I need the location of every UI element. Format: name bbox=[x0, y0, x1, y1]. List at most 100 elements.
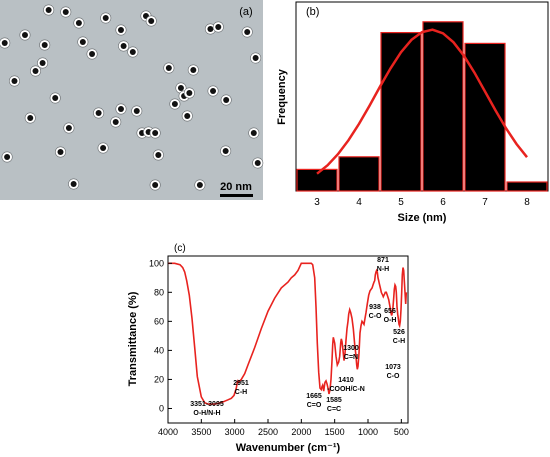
nanoparticle bbox=[117, 27, 124, 33]
gaussian-fit-curve bbox=[316, 28, 528, 175]
scale-bar-label: 20 nm bbox=[220, 181, 252, 193]
ftir-peak-annotation-line: C=C bbox=[327, 406, 341, 413]
ftir-peak-annotation: 1665 C=O bbox=[306, 393, 322, 409]
ftir-peak-annotation-line: 3351-3095 bbox=[190, 401, 224, 408]
nanoparticle bbox=[215, 24, 222, 30]
ftir-peak-annotation: 3351-3095 O-H/N-H bbox=[190, 401, 224, 417]
nanoparticle bbox=[52, 95, 59, 101]
ftir-peak-annotation: 1585 C=C bbox=[326, 397, 342, 413]
ftir-x-tick-label: 2500 bbox=[258, 427, 278, 437]
nanoparticle bbox=[152, 182, 159, 188]
tem-particles bbox=[0, 4, 264, 191]
ftir-y-tick-label: 20 bbox=[154, 374, 164, 384]
ftir-x-axis-label: Wavenumber (cm⁻¹) bbox=[236, 442, 341, 454]
ftir-peak-annotation-line: C-O bbox=[369, 313, 382, 320]
histogram-bars bbox=[296, 21, 548, 192]
ftir-peak-annotation-line: 1300 bbox=[343, 345, 359, 352]
ftir-peak-annotation-line: -COOH/C-N bbox=[327, 386, 365, 393]
ftir-x-ticks: 4000 3500 3000 2500 2000 1500 1000 500 bbox=[158, 419, 409, 437]
panel-a: (a) 20 nm bbox=[0, 0, 264, 200]
ftir-peak-annotation-line: 656 bbox=[384, 308, 396, 315]
nanoparticle bbox=[27, 115, 34, 121]
nanoparticle bbox=[41, 42, 48, 48]
nanoparticle bbox=[254, 160, 261, 166]
nanoparticle bbox=[222, 148, 229, 154]
histogram-x-tick-label: 4 bbox=[356, 197, 362, 208]
nanoparticle bbox=[95, 110, 102, 116]
ftir-x-tick-label: 2000 bbox=[291, 427, 311, 437]
histogram-y-axis-label: Frequency bbox=[276, 68, 288, 125]
ftir-peak-annotation-line: N-H bbox=[377, 266, 389, 273]
nanoparticle bbox=[120, 43, 127, 49]
histogram-bar bbox=[506, 181, 548, 192]
nanoparticle bbox=[45, 7, 52, 13]
nanoparticle bbox=[165, 65, 172, 71]
nanoparticle bbox=[112, 119, 119, 125]
histogram-x-tick-label: 3 bbox=[314, 197, 320, 208]
ftir-y-tick-label: 80 bbox=[154, 287, 164, 297]
nanoparticle bbox=[171, 101, 178, 107]
nanoparticle bbox=[177, 85, 184, 91]
ftir-peak-annotations: 3351-3095 O-H/N-H 2951 C-H 1665 C=O 1585 C=C 141… bbox=[190, 257, 405, 417]
ftir-y-axis-label: Transmittance (%) bbox=[127, 291, 139, 386]
panel-c-label: (c) bbox=[174, 243, 186, 254]
ftir-peak-annotation: 1300 C=N bbox=[343, 345, 359, 361]
ftir-x-tick-label: 3500 bbox=[191, 427, 211, 437]
histogram-x-tick-label: 5 bbox=[398, 197, 404, 208]
ftir-peak-annotation: 871 N-H bbox=[377, 257, 389, 273]
nanoparticle bbox=[70, 181, 77, 187]
histogram-bar bbox=[380, 31, 422, 192]
ftir-x-tick-label: 500 bbox=[394, 427, 409, 437]
nanoparticle bbox=[62, 9, 69, 15]
nanoparticle bbox=[190, 67, 197, 73]
ftir-peak-annotation-line: 1073 bbox=[385, 364, 401, 371]
ftir-peak-annotation: 1073 C-O bbox=[385, 364, 401, 380]
ftir-y-tick-label: 100 bbox=[149, 258, 164, 268]
ftir-peak-annotation-line: 1410 bbox=[338, 377, 354, 384]
histogram-x-tick-label: 6 bbox=[440, 197, 446, 208]
nanoparticle bbox=[210, 88, 217, 94]
ftir-peak-annotation-line: 1585 bbox=[326, 397, 342, 404]
nanoparticle bbox=[102, 15, 109, 21]
histogram-bar bbox=[422, 21, 464, 192]
histogram-bar bbox=[296, 168, 338, 192]
nanoparticle bbox=[207, 26, 214, 32]
ftir-peak-annotation-line: 1665 bbox=[306, 393, 322, 400]
nanoparticle bbox=[155, 152, 162, 158]
nanoparticle bbox=[39, 60, 46, 66]
ftir-peak-annotation-line: C-O bbox=[387, 373, 400, 380]
nanoparticle bbox=[152, 130, 159, 136]
nanoparticle bbox=[79, 39, 86, 45]
nanoparticle bbox=[65, 125, 72, 131]
histogram-x-tick-label: 8 bbox=[524, 197, 530, 208]
ftir-peak-annotation-line: O-H/N-H bbox=[193, 410, 220, 417]
panel-c: 4000 3500 3000 2500 2000 1500 1000 500 0 20 40 60 8… bbox=[127, 243, 409, 454]
nanoparticle bbox=[75, 20, 82, 26]
nanoparticle bbox=[11, 78, 18, 84]
histogram-x-tick-label: 7 bbox=[482, 197, 488, 208]
nanoparticle bbox=[100, 145, 107, 151]
nanoparticle bbox=[252, 55, 259, 61]
ftir-y-tick-label: 0 bbox=[159, 403, 164, 413]
nanoparticle bbox=[117, 106, 124, 112]
panel-b-label: (b) bbox=[306, 6, 319, 18]
ftir-x-tick-label: 1000 bbox=[358, 427, 378, 437]
histogram-x-axis-label: Size (nm) bbox=[398, 212, 447, 224]
ftir-peak-annotation-line: 871 bbox=[377, 257, 389, 264]
ftir-peak-annotation: 2951 C-H bbox=[233, 380, 249, 396]
ftir-y-tick-label: 40 bbox=[154, 345, 164, 355]
nanoparticle bbox=[186, 90, 193, 96]
nanoparticle bbox=[196, 182, 203, 188]
ftir-y-ticks: 0 20 40 60 80 100 bbox=[149, 258, 172, 413]
nanoparticle bbox=[250, 130, 257, 136]
nanoparticle bbox=[133, 108, 140, 114]
ftir-peak-annotation: 656 O-H bbox=[384, 308, 397, 324]
nanoparticle bbox=[244, 29, 251, 35]
panel-b: 3 4 5 6 7 8 (b) Size (nm) Frequency bbox=[276, 1, 549, 224]
ftir-peak-annotation-line: 526 bbox=[393, 329, 405, 336]
panel-a-label: (a) bbox=[239, 6, 252, 18]
ftir-y-tick-label: 60 bbox=[154, 316, 164, 326]
panel-c-frame bbox=[167, 255, 409, 424]
ftir-x-tick-label: 1500 bbox=[325, 427, 345, 437]
